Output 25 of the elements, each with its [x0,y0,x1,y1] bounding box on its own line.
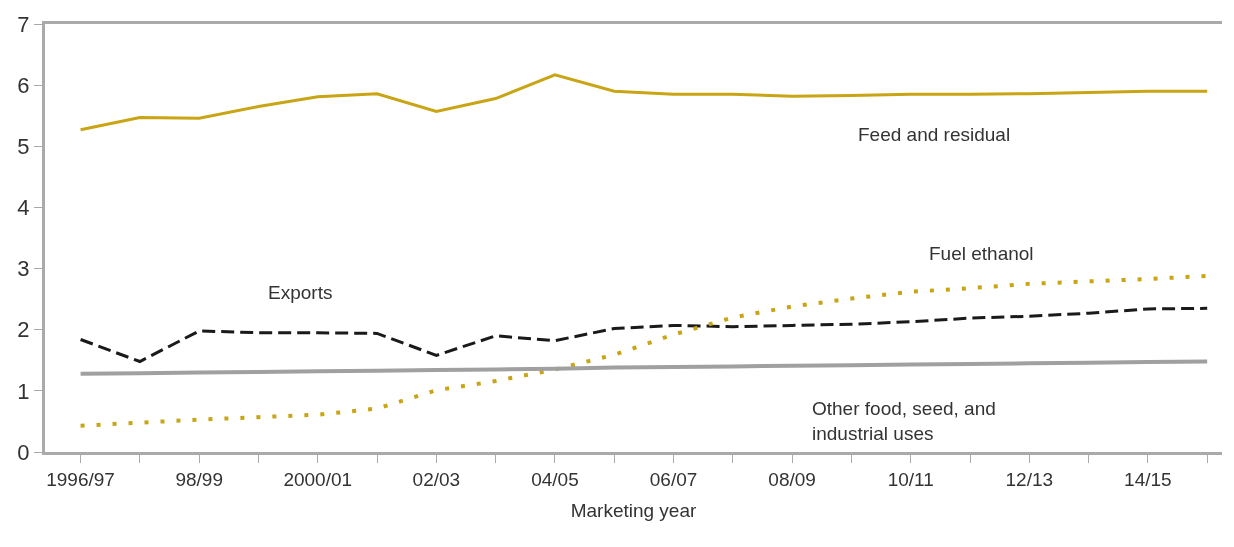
series-label: Other food, seed, and industrial uses [812,398,996,444]
x-tick-label: 1996/97 [46,468,115,490]
x-axis-title: Marketing year [570,499,697,521]
x-tick-label: 12/13 [1005,468,1054,490]
y-tick-label: 1 [17,378,30,404]
x-tick-label: 04/05 [531,468,579,490]
x-tick-label: 10/11 [887,468,934,490]
x-tick-label: 06/07 [649,468,698,490]
y-tick-label: 6 [17,72,30,98]
line-series [78,359,1210,376]
x-tick-label: 98/99 [175,468,223,490]
x-tick-label: 2000/01 [283,468,353,490]
x-tick-label: 02/03 [412,468,461,490]
y-tick-label: 4 [17,195,30,221]
y-tick-label: 2 [17,317,30,343]
series-label: Fuel ethanol [929,243,1034,264]
series-label: Exports [268,282,333,303]
x-tick-label: 08/09 [768,468,816,490]
series-label: Feed and residual [858,124,1011,145]
x-tick-label: 14/15 [1124,468,1172,490]
y-tick-label: 5 [17,133,30,159]
line-series [79,306,1209,364]
y-tick-label: 0 [17,439,30,465]
y-tick-label: 7 [17,11,30,37]
y-tick-label: 3 [17,256,30,282]
